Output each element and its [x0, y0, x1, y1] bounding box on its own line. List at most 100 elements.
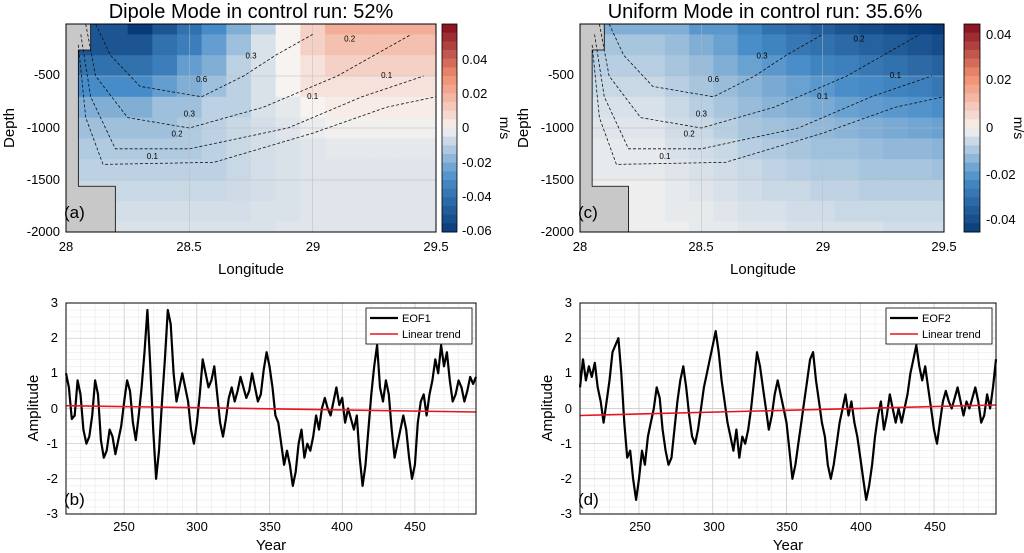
colorbar-swatch [964, 171, 980, 181]
heatmap-cell [907, 180, 933, 202]
heatmap-cell [786, 221, 812, 233]
heatmap-cell [399, 76, 425, 98]
contour-label: 0.3 [184, 110, 196, 119]
colorbar-swatch [964, 24, 980, 34]
heatmap-cell [177, 24, 203, 35]
contour-label: 0.2 [854, 35, 866, 44]
heatmap-cell [275, 200, 301, 223]
axes-box-b [65, 302, 477, 515]
heatmap-cell [374, 159, 400, 181]
contour-label: 0.1 [381, 71, 393, 80]
colorbar-swatch [964, 206, 980, 216]
heatmap-cell [374, 221, 400, 233]
heatmap-cell [907, 34, 933, 56]
heatmap-cell [737, 55, 763, 77]
cb-tick-c-1: 0.02 [986, 72, 1011, 87]
xtick-d-2: 350 [776, 519, 798, 534]
heatmap-cell [859, 55, 884, 77]
heatmap-cell [300, 138, 326, 160]
heatmap-cell [689, 24, 715, 35]
heatmap-cell [907, 117, 933, 139]
heatmap-cell [177, 96, 203, 119]
legend-d-label-trend: Linear trend [922, 329, 981, 341]
heatmap-cell [201, 117, 227, 139]
heatmap-cell [127, 200, 153, 223]
heatmap-cell [689, 180, 715, 202]
panel-c: Uniform Mode in control run: 35.6% 0.60.… [515, 1, 1024, 278]
heatmap-cell [931, 138, 945, 160]
heatmap-cell [201, 96, 227, 119]
heatmap-cell [786, 76, 812, 98]
heatmap-cell [177, 138, 203, 160]
heatmap-cell [931, 96, 945, 119]
heatmap-cell [226, 117, 252, 139]
ytick-b-5: -2 [46, 471, 58, 486]
contour-label: 0.6 [196, 75, 208, 84]
colorbar-swatch [964, 119, 980, 129]
heatmap-cell [786, 24, 812, 35]
heatmap-cell [737, 159, 763, 181]
cb-tick-a-4: -0.04 [462, 189, 492, 204]
title-a: Dipole Mode in control run: 52% [109, 1, 394, 23]
heatmap-cell [226, 159, 252, 181]
heatmap-cell [103, 24, 129, 35]
series-line-linear-trend [65, 404, 477, 413]
heatmap-cell [907, 200, 933, 223]
heatmap-cell [399, 24, 425, 35]
heatmap-cell [300, 34, 326, 56]
heatmap-cell [786, 138, 812, 160]
ylabel-c: Depth [515, 108, 532, 148]
heatmap-cell [859, 180, 884, 202]
heatmap-cell [127, 221, 153, 233]
heatmap-cell [616, 76, 642, 98]
heatmap-cell [907, 96, 933, 119]
heatmap-cell [349, 76, 375, 98]
ytick-b-4: -1 [46, 436, 58, 451]
heatmap-cell [201, 200, 227, 223]
xtick-a-3: 29.5 [423, 239, 448, 254]
heatmap-c-field [579, 23, 945, 233]
heatmap-cell [931, 117, 945, 139]
heatmap-cell [689, 221, 715, 233]
heatmap-cell [349, 34, 375, 56]
heatmap-cell [883, 200, 909, 223]
contour-label: 0.1 [817, 92, 829, 101]
heatmap-cell [300, 55, 326, 77]
colorbar-swatch [442, 206, 457, 216]
heatmap-cell [78, 117, 104, 139]
heatmap-cell [931, 200, 945, 223]
heatmap-cell [251, 24, 277, 35]
colorbar-swatch [442, 58, 457, 68]
heatmap-cell [399, 34, 425, 56]
heatmap-cell [423, 180, 437, 202]
legend-b-box [365, 307, 473, 345]
heatmap-cell [664, 34, 690, 56]
heatmap-cell [786, 34, 812, 56]
xtick-b-0: 250 [113, 519, 135, 534]
ylabel-a: Depth [1, 108, 18, 148]
heatmap-cell [177, 200, 203, 223]
heatmap-cell [275, 180, 301, 202]
heatmap-cell [349, 200, 375, 223]
heatmap-cell [810, 96, 836, 119]
heatmap-cell [349, 180, 375, 202]
cb-tick-a-2: 0 [462, 120, 469, 135]
colorbar-swatch [964, 162, 980, 172]
heatmap-cell [810, 159, 836, 181]
heatmap-cell [859, 34, 884, 56]
ylabel-d: Amplitude [539, 375, 556, 442]
ytick-a-1: -1000 [27, 120, 60, 135]
ytick-c-1: -1000 [541, 120, 574, 135]
heatmap-cell [226, 55, 252, 77]
heatmap-cell [201, 180, 227, 202]
heatmap-cell [399, 221, 425, 233]
heatmap-cell [152, 159, 178, 181]
heatmap-cell [423, 200, 437, 223]
xlabel-d: Year [773, 537, 803, 553]
contour-line [85, 23, 412, 129]
contour-line [95, 23, 313, 98]
heatmap-cell [689, 55, 715, 77]
heatmap-cell [737, 96, 763, 119]
heatmap-cell [931, 159, 945, 181]
heatmap-cell [931, 24, 945, 35]
